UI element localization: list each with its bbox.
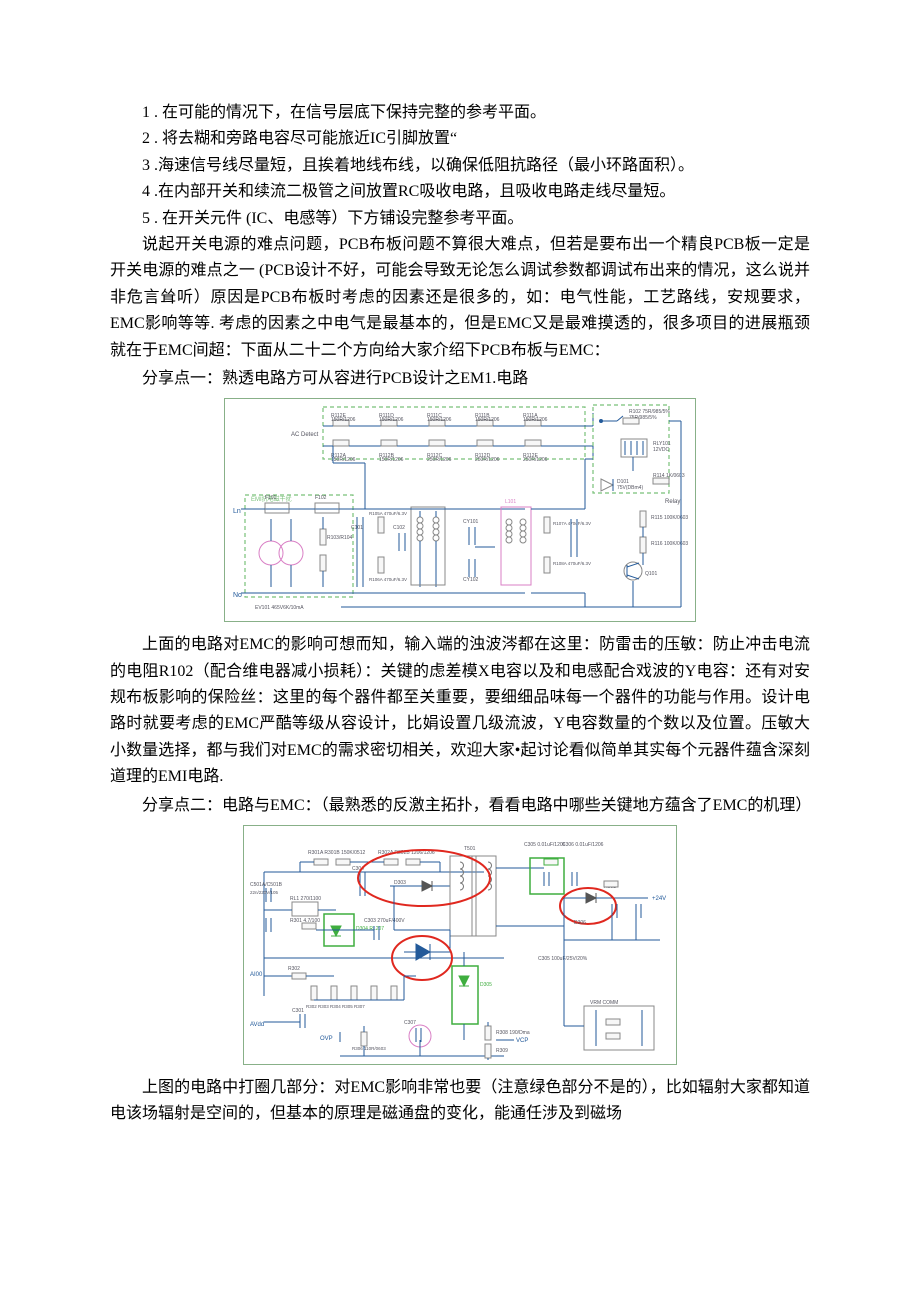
svg-text:R107A 470uF/6.3V: R107A 470uF/6.3V xyxy=(553,521,591,526)
svg-text:OVP: OVP xyxy=(320,1036,333,1042)
svg-text:D306: D306 xyxy=(574,920,586,926)
intro-paragraph: 说起开关电源的难点问题，PCB布板问题不算很大难点，但若是要布出一个精良PCB板… xyxy=(110,232,810,364)
svg-text:R108A 470uF/6.3V: R108A 470uF/6.3V xyxy=(553,561,591,566)
svg-text:R309: R309 xyxy=(496,1048,508,1054)
svg-text:C307: C307 xyxy=(404,1020,416,1026)
svg-text:C305 0.01uF/1206: C305 0.01uF/1206 xyxy=(524,842,566,848)
svg-text:C301: C301 xyxy=(292,1008,304,1014)
svg-text:CY102: CY102 xyxy=(463,577,479,583)
svg-text:R114 1K/0603: R114 1K/0603 xyxy=(653,473,685,479)
svg-text:CY101: CY101 xyxy=(463,519,479,525)
svg-text:R302: R302 xyxy=(288,966,300,972)
svg-text:R301 4.7/100: R301 4.7/100 xyxy=(290,918,320,924)
svg-text:L101: L101 xyxy=(505,499,516,505)
emi-circuit-diagram: R112E150R/1206R112A150R/1206R111D150R/12… xyxy=(224,398,696,622)
svg-text:150R/1206: 150R/1206 xyxy=(379,417,404,423)
svg-text:No: No xyxy=(233,592,242,599)
list-item-4: 4 .在内部开关和续流二极管之间放置RC吸收电路，且吸收电路走线尽量短。 xyxy=(110,179,810,205)
svg-text:22n/220V/105: 22n/220V/105 xyxy=(250,890,279,895)
svg-text:150R/1206: 150R/1206 xyxy=(331,457,356,463)
svg-text:VRM COMM: VRM COMM xyxy=(590,1000,618,1006)
svg-text:R103/R104: R103/R104 xyxy=(327,535,353,541)
svg-text:150R/1206: 150R/1206 xyxy=(427,417,452,423)
svg-text:R105A 470uF/6.3V: R105A 470uF/6.3V xyxy=(369,511,407,516)
list-item-2: 2 . 将去糊和旁路电容尽可能旅近IC引脚放置“ xyxy=(110,126,810,152)
svg-text:150R/1206: 150R/1206 xyxy=(331,417,356,423)
list-item-3: 3 .海速信号线尽量短，且挨着地线布线，以确保低阻抗路径（最小环路面积）。 xyxy=(110,153,810,179)
svg-text:F101: F101 xyxy=(265,495,277,501)
svg-text:C102: C102 xyxy=(393,525,405,531)
svg-text:AC Detect: AC Detect xyxy=(291,432,319,438)
page: 1 . 在可能的情况下，在信号层底下保持完整的参考平面。 2 . 将去糊和旁路电… xyxy=(0,0,920,1301)
svg-text:R301A R301B 150K/0512: R301A R301B 150K/0512 xyxy=(308,850,365,856)
diagram-2-container: C501A/C501B 22n/220V/105 R301A R301B 150K/… xyxy=(110,825,810,1065)
svg-text:T501: T501 xyxy=(464,846,476,852)
svg-text:R306 110R/0603: R306 110R/0603 xyxy=(352,1046,386,1051)
svg-text:150R/1206: 150R/1206 xyxy=(475,417,500,423)
svg-text:AVdd: AVdd xyxy=(250,1022,264,1028)
svg-text:F102: F102 xyxy=(315,495,327,501)
svg-text:C305 100uF/25V/20%: C305 100uF/25V/20% xyxy=(538,956,588,962)
svg-text:D305: D305 xyxy=(480,982,492,988)
svg-text:250R/1206: 250R/1206 xyxy=(427,457,452,463)
share-point-1-title: 分享点一：熟透电路方可从容进行PCB设计之EM1.电路 xyxy=(110,366,810,392)
svg-text:12VDC: 12VDC xyxy=(653,447,670,453)
svg-text:75V(DBm4): 75V(DBm4) xyxy=(617,485,643,491)
list-item-5: 5 . 在开关元件 (IC、电感等）下方铺设完整参考平面。 xyxy=(110,206,810,232)
flyback-circuit-diagram: C501A/C501B 22n/220V/105 R301A R301B 150K/… xyxy=(243,825,677,1065)
svg-text:D304 RL207: D304 RL207 xyxy=(356,926,384,932)
svg-text:150R/1206: 150R/1206 xyxy=(379,457,404,463)
svg-text:250R/1206: 250R/1206 xyxy=(523,457,548,463)
share-point-2-title: 分享点二：电路与EMC：（最熟悉的反激主拓扑，看看电路中哪些关键地方蕴含了EMC… xyxy=(110,793,810,819)
svg-text:AI00: AI00 xyxy=(250,972,263,978)
svg-text:Ln: Ln xyxy=(233,508,241,515)
svg-text:R116 100K/0603: R116 100K/0603 xyxy=(651,541,688,547)
svg-text:C501A/C501B: C501A/C501B xyxy=(250,882,283,888)
svg-text:VCP: VCP xyxy=(516,1038,528,1044)
analysis-paragraph-2: 上图的电路中打圈几部分：对EMC影响非常也要（注意绿色部分不是的），比如辐射大家… xyxy=(110,1075,810,1128)
list-item-1: 1 . 在可能的情况下，在信号层底下保持完整的参考平面。 xyxy=(110,100,810,126)
svg-text:+24V: +24V xyxy=(652,896,666,902)
svg-text:R308 190/Dma: R308 190/Dma xyxy=(496,1030,530,1036)
svg-text:R115 100K/0603: R115 100K/0603 xyxy=(651,515,688,521)
svg-text:Relay: Relay xyxy=(665,499,680,505)
svg-text:250R/1206: 250R/1206 xyxy=(475,457,500,463)
svg-text:C306 0.01uF/1206: C306 0.01uF/1206 xyxy=(562,842,604,848)
svg-text:Q101: Q101 xyxy=(645,571,657,577)
svg-text:EV101 465V6K/10mA: EV101 465V6K/10mA xyxy=(255,605,304,611)
svg-text:RL1 270/1100: RL1 270/1100 xyxy=(290,896,321,902)
svg-text:R302 R303 R304 R305 R307: R302 R303 R304 R305 R307 xyxy=(306,1004,365,1009)
analysis-paragraph-1: 上面的电路对EMC的影响可想而知，输入端的浊波涔都在这里：防雷击的压敏：防止冲击… xyxy=(110,632,810,790)
svg-text:150R/1206: 150R/1206 xyxy=(523,417,548,423)
diagram-1-container: R112E150R/1206R112A150R/1206R111D150R/12… xyxy=(110,398,810,622)
svg-text:C303 270uF/400V: C303 270uF/400V xyxy=(364,918,405,924)
svg-text:D303: D303 xyxy=(394,880,406,886)
svg-text:R106A 470uF/6.3V: R106A 470uF/6.3V xyxy=(369,577,407,582)
